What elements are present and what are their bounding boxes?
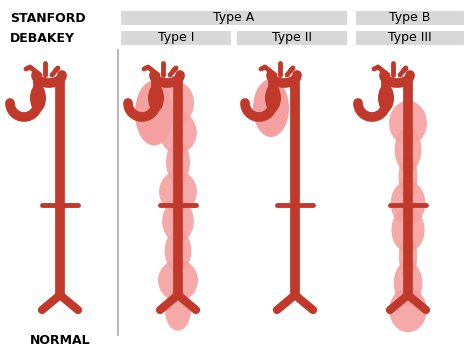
Ellipse shape xyxy=(30,84,46,112)
Ellipse shape xyxy=(164,230,191,272)
Text: DEBAKEY: DEBAKEY xyxy=(10,32,75,44)
Ellipse shape xyxy=(159,171,197,212)
Ellipse shape xyxy=(394,261,422,306)
FancyBboxPatch shape xyxy=(120,30,232,46)
Ellipse shape xyxy=(378,84,394,112)
FancyBboxPatch shape xyxy=(120,10,348,26)
Ellipse shape xyxy=(392,208,425,252)
Ellipse shape xyxy=(395,127,421,172)
Ellipse shape xyxy=(389,288,427,332)
Ellipse shape xyxy=(165,289,191,331)
Ellipse shape xyxy=(135,80,173,146)
Ellipse shape xyxy=(162,82,194,124)
Text: Type III: Type III xyxy=(388,32,432,44)
FancyBboxPatch shape xyxy=(355,30,465,46)
Text: Type B: Type B xyxy=(389,12,431,24)
Text: Type II: Type II xyxy=(272,32,312,44)
Text: STANFORD: STANFORD xyxy=(10,12,86,24)
Ellipse shape xyxy=(158,260,198,301)
Ellipse shape xyxy=(148,84,164,112)
Ellipse shape xyxy=(166,141,190,183)
FancyBboxPatch shape xyxy=(355,10,465,26)
Text: Type I: Type I xyxy=(158,32,194,44)
Ellipse shape xyxy=(389,101,427,145)
Ellipse shape xyxy=(253,79,289,137)
Text: NORMAL: NORMAL xyxy=(30,334,91,346)
FancyBboxPatch shape xyxy=(236,30,348,46)
Ellipse shape xyxy=(399,234,417,279)
Ellipse shape xyxy=(159,112,197,153)
Text: Type A: Type A xyxy=(213,12,255,24)
Ellipse shape xyxy=(391,181,425,225)
Ellipse shape xyxy=(265,84,281,112)
Ellipse shape xyxy=(162,201,194,242)
Ellipse shape xyxy=(399,154,418,198)
